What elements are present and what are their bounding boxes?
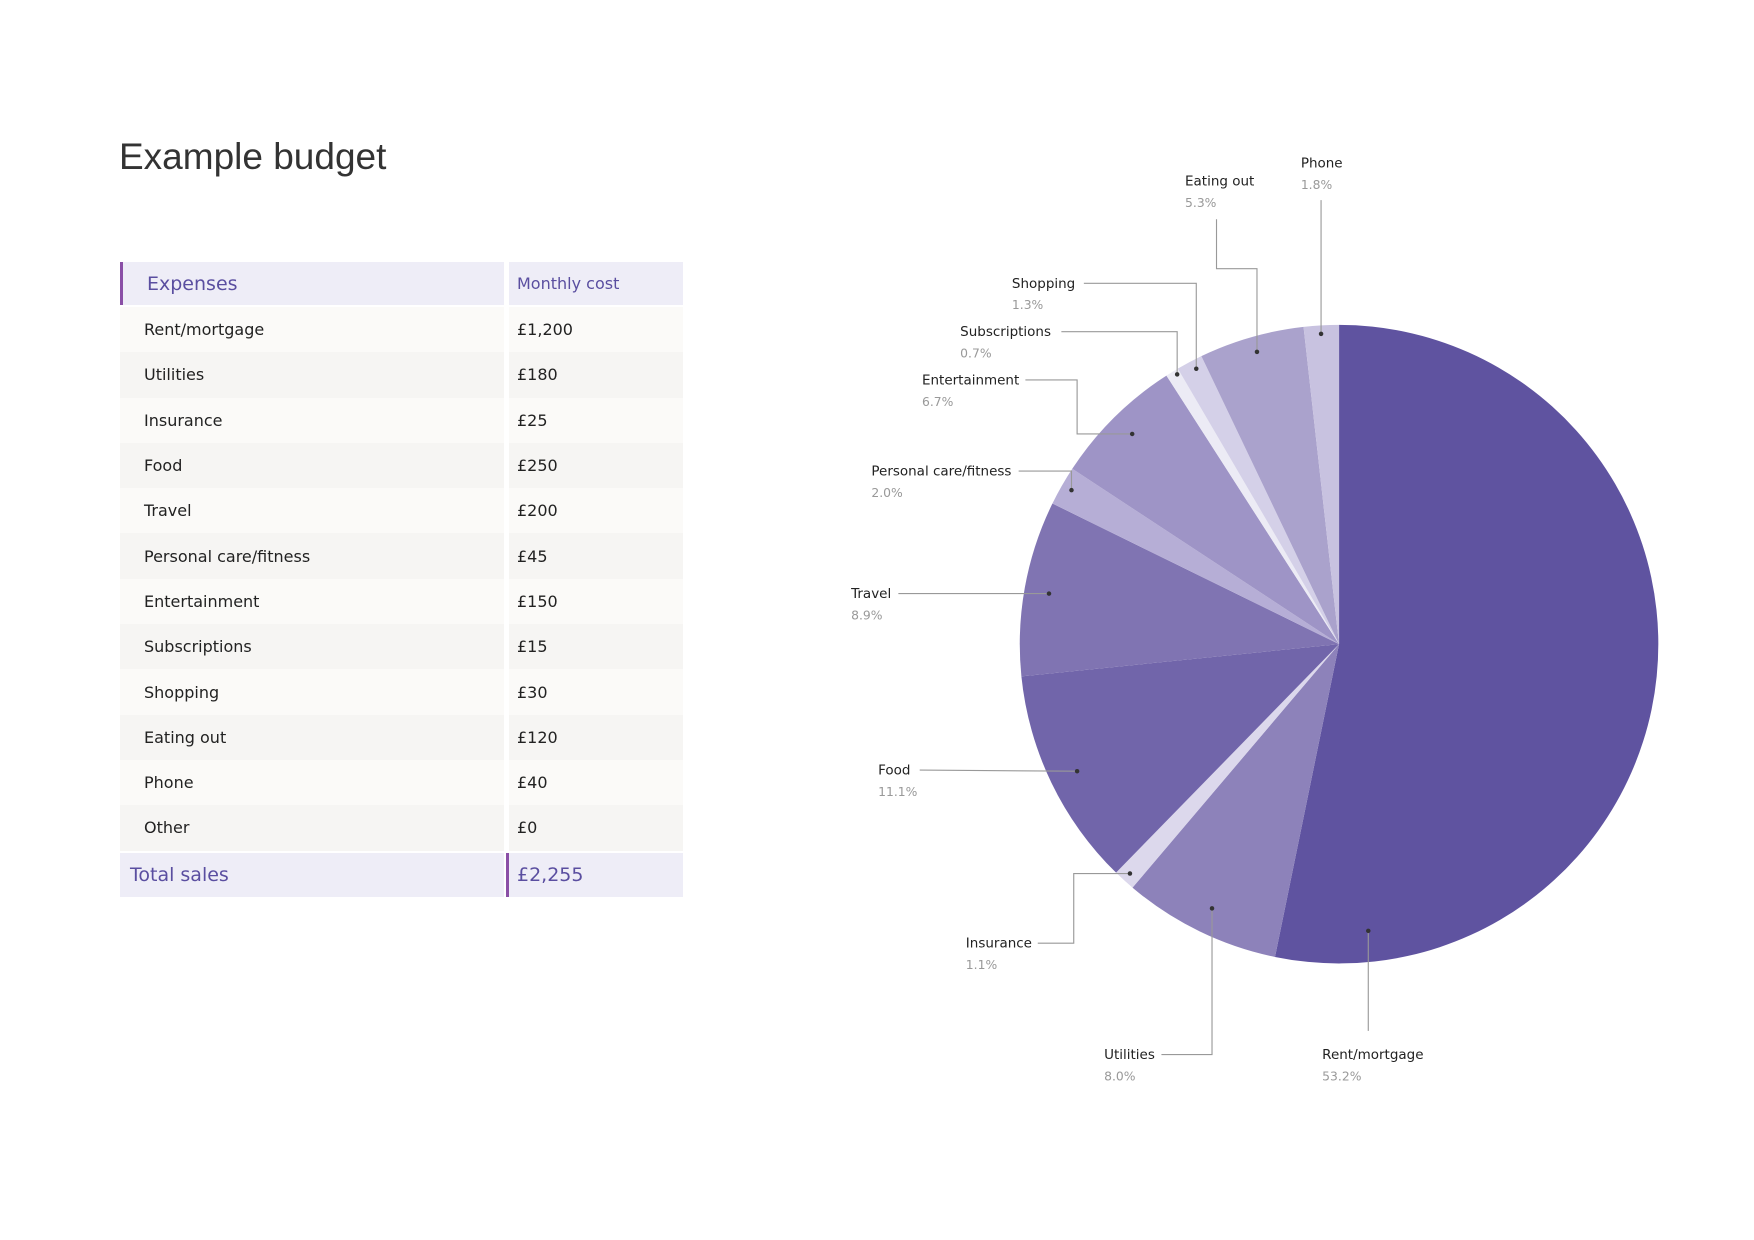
slice-label: Insurance bbox=[966, 936, 1032, 952]
expense-cost: £30 bbox=[509, 669, 683, 715]
slice-percent: 2.0% bbox=[871, 486, 903, 500]
leader-dot bbox=[1074, 768, 1080, 774]
table-row: Other £0 bbox=[120, 805, 683, 851]
leader-line bbox=[1161, 908, 1213, 1056]
expense-cost: £0 bbox=[509, 805, 683, 851]
leader-dot bbox=[1318, 331, 1324, 337]
pie-slice-personal-care-fitness bbox=[1052, 468, 1340, 645]
expense-name: Shopping bbox=[120, 669, 504, 715]
table-row: Subscriptions £15 bbox=[120, 624, 683, 670]
leader-dot bbox=[1209, 906, 1215, 911]
expense-name: Subscriptions bbox=[120, 624, 504, 670]
pie-slice-food bbox=[1021, 644, 1340, 873]
total-value: £2,255 bbox=[506, 852, 683, 897]
expense-cost: £15 bbox=[509, 624, 683, 670]
slice-label: Rent/mortgage bbox=[1322, 1047, 1423, 1063]
expense-name: Phone bbox=[120, 759, 504, 806]
slice-percent: 1.8% bbox=[1301, 178, 1333, 192]
pie-slice-phone bbox=[1303, 324, 1340, 645]
leader-line bbox=[1025, 379, 1133, 435]
leader-dot bbox=[1129, 431, 1135, 437]
expense-name: Utilities bbox=[120, 352, 504, 398]
budget-table: Expenses Monthly cost Rent/mortgage £1,20… bbox=[120, 262, 683, 897]
leader-line bbox=[1018, 470, 1073, 491]
expense-cost: £200 bbox=[509, 488, 683, 534]
pie-slice-shopping bbox=[1177, 356, 1340, 645]
slice-percent: 6.7% bbox=[922, 395, 954, 409]
leader-dot bbox=[1366, 928, 1371, 934]
slice-label: Phone bbox=[1301, 156, 1343, 172]
leader-dot bbox=[1174, 372, 1180, 377]
expense-name: Other bbox=[120, 805, 504, 851]
leader-dot bbox=[1069, 487, 1074, 493]
slice-label: Shopping bbox=[1012, 276, 1075, 292]
expense-cost: £40 bbox=[509, 759, 683, 806]
table-row: Insurance £25 bbox=[120, 397, 683, 443]
expense-cost: £45 bbox=[509, 533, 683, 579]
slice-percent: 8.0% bbox=[1104, 1069, 1136, 1083]
slice-percent: 0.7% bbox=[960, 346, 992, 360]
slice-label: Personal care/fitness bbox=[871, 464, 1011, 480]
header-monthly-cost: Monthly cost bbox=[509, 262, 683, 305]
pie-slice-rent-mortgage bbox=[1274, 324, 1659, 964]
leader-line bbox=[1037, 872, 1130, 944]
expense-name: Insurance bbox=[120, 397, 504, 443]
table-row: Personal care/fitness £45 bbox=[120, 533, 683, 579]
expense-name: Food bbox=[120, 442, 504, 489]
expense-name: Personal care/fitness bbox=[120, 533, 504, 579]
slice-label: Utilities bbox=[1104, 1047, 1155, 1063]
leader-line bbox=[1061, 331, 1178, 375]
slice-percent: 8.9% bbox=[851, 608, 883, 622]
table-row: Rent/mortgage £1,200 bbox=[120, 307, 683, 353]
slice-label: Food bbox=[878, 763, 910, 779]
pie-slice-subscriptions bbox=[1166, 368, 1340, 645]
total-label: Total sales bbox=[120, 852, 504, 897]
slice-percent: 11.1% bbox=[878, 785, 918, 799]
total-row: Total sales £2,255 bbox=[120, 852, 683, 897]
leader-line bbox=[919, 769, 1078, 772]
leader-dot bbox=[1127, 871, 1133, 876]
expense-name: Rent/mortgage bbox=[120, 307, 504, 353]
slice-percent: 1.3% bbox=[1012, 298, 1044, 312]
table-row: Entertainment £150 bbox=[120, 578, 683, 625]
expense-name: Entertainment bbox=[120, 578, 504, 625]
expense-cost: £250 bbox=[509, 442, 683, 489]
expense-cost: £1,200 bbox=[509, 307, 683, 353]
leader-dot bbox=[1194, 366, 1199, 371]
expense-cost: £150 bbox=[509, 578, 683, 625]
expense-cost: £180 bbox=[509, 352, 683, 398]
pie-slice-entertainment bbox=[1072, 375, 1340, 645]
table-row: Food £250 bbox=[120, 442, 683, 489]
slice-label: Eating out bbox=[1185, 173, 1254, 189]
slice-percent: 1.1% bbox=[966, 958, 998, 972]
leader-line bbox=[1215, 219, 1258, 352]
expense-name: Eating out bbox=[120, 714, 504, 760]
header-expenses: Expenses bbox=[120, 262, 504, 305]
slice-label: Subscriptions bbox=[960, 324, 1051, 340]
slice-percent: 53.2% bbox=[1322, 1069, 1362, 1083]
slice-label: Travel bbox=[850, 586, 891, 602]
table-row: Eating out £120 bbox=[120, 714, 683, 760]
table-row: Travel £200 bbox=[120, 488, 683, 534]
expense-name: Travel bbox=[120, 488, 504, 534]
pie-slice-utilities bbox=[1132, 644, 1340, 957]
table-row: Phone £40 bbox=[120, 759, 683, 806]
leader-dot bbox=[1254, 349, 1260, 355]
pie-slice-insurance bbox=[1116, 644, 1340, 888]
pie-slice-travel bbox=[1019, 503, 1340, 677]
table-row: Shopping £30 bbox=[120, 669, 683, 715]
pie-slice-eating-out bbox=[1201, 326, 1340, 645]
page-title: Example budget bbox=[119, 136, 387, 177]
table-header: Expenses Monthly cost bbox=[120, 262, 683, 305]
leader-dot bbox=[1046, 591, 1052, 596]
expense-cost: £25 bbox=[509, 397, 683, 443]
expense-cost: £120 bbox=[509, 714, 683, 760]
table-row: Utilities £180 bbox=[120, 352, 683, 398]
slice-percent: 5.3% bbox=[1185, 196, 1217, 210]
leader-line bbox=[1083, 282, 1197, 369]
slice-label: Entertainment bbox=[922, 372, 1019, 388]
